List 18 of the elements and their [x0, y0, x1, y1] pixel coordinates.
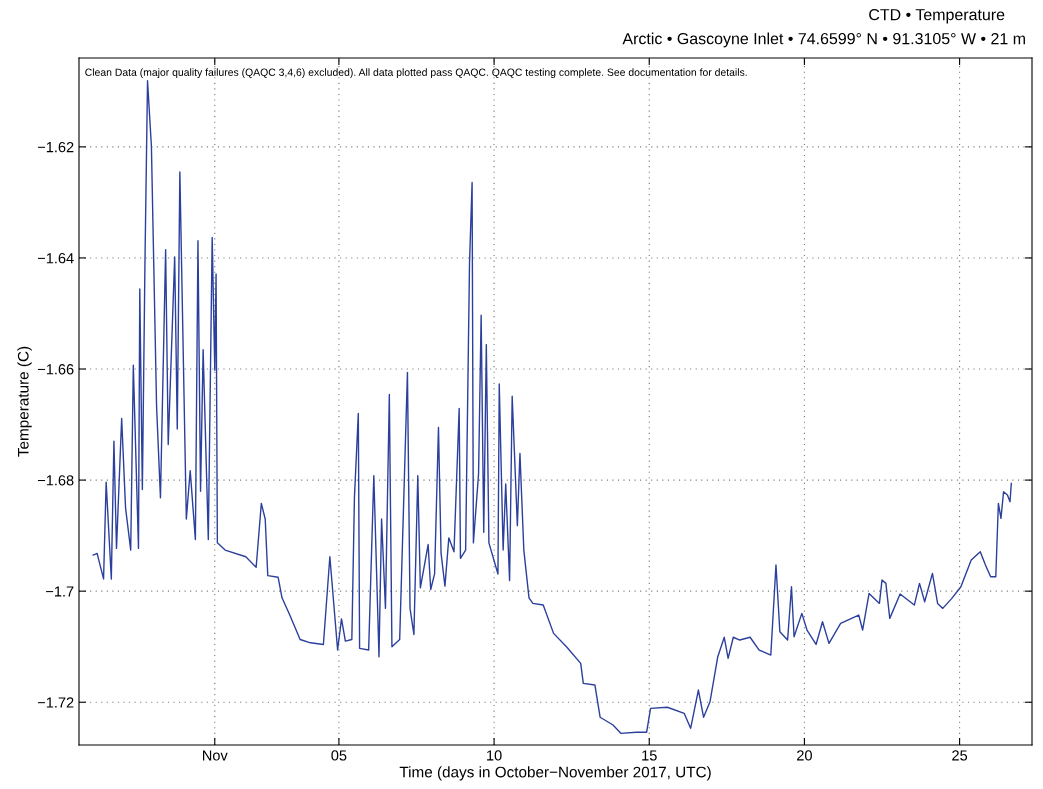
chart-title: CTD • Temperature [869, 8, 1005, 24]
x-tick-label: 25 [952, 750, 968, 761]
x-axis-title: Time (days in October−November 2017, UTC) [399, 766, 711, 781]
y-tick-label: −1.7 [46, 586, 74, 597]
y-tick-label: −1.66 [37, 364, 74, 375]
y-tick-label: −1.62 [37, 141, 74, 153]
annotation: Clean Data (major quality failures (QAQC 3,4,6) excluded). All data plotted pass QAQC. QAQC testing complete. See documentation for details. [85, 68, 747, 79]
y-tick-label: −1.64 [37, 253, 74, 264]
x-tick-label: Nov [203, 750, 228, 761]
x-tick-label: 20 [797, 750, 812, 761]
y-tick-label: −1.72 [37, 697, 74, 708]
x-tick-label: 05 [331, 750, 347, 761]
x-tick-label: 10 [487, 750, 502, 761]
chart-subtitle: Arctic • Gascoyne Inlet • 74.6599° N • 91.3105° W • 21 m [622, 32, 1025, 48]
y-tick-label: −1.68 [37, 475, 74, 486]
y-axis-title: Temperature (C) [17, 346, 32, 457]
line-series [92, 80, 1013, 735]
x-tick-label: 15 [642, 750, 657, 761]
